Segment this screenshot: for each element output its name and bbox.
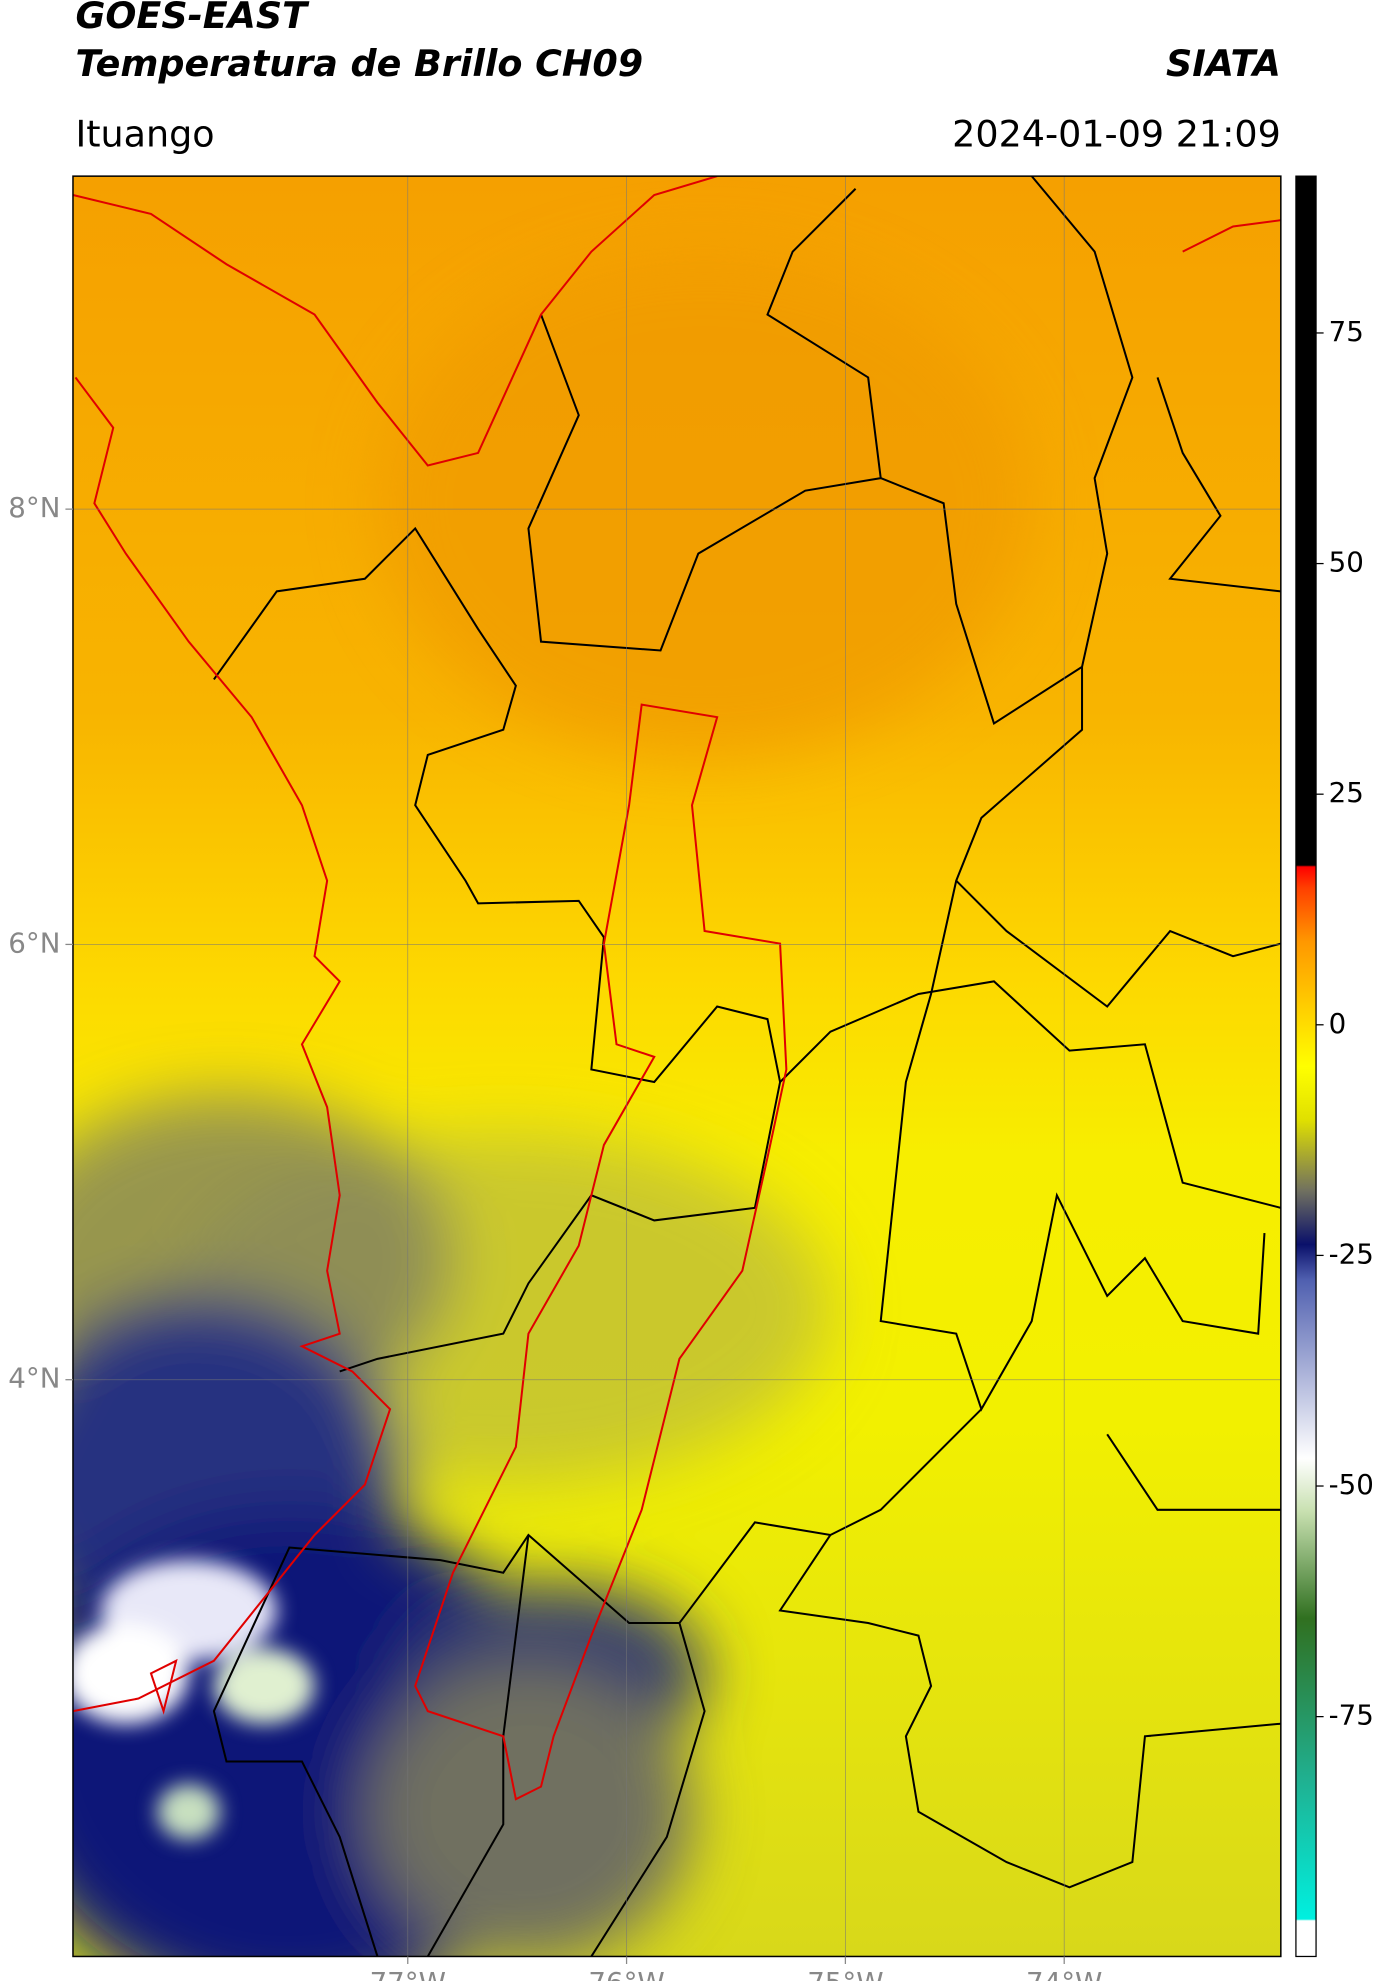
lon-label: 74°W bbox=[1026, 1966, 1102, 1981]
colorbar bbox=[1295, 175, 1317, 1958]
subtitle: Temperatura de Brillo CH09 bbox=[75, 42, 643, 85]
colorbar-label: -25 bbox=[1329, 1237, 1374, 1270]
lat-label: 8°N bbox=[8, 491, 60, 524]
location: Ituango bbox=[75, 112, 214, 155]
lat-label: 4°N bbox=[8, 1362, 60, 1395]
colorbar-label: 50 bbox=[1329, 546, 1364, 579]
colorbar-label: 25 bbox=[1329, 776, 1364, 809]
colorbar-label: -75 bbox=[1329, 1699, 1374, 1732]
source: SIATA bbox=[1166, 42, 1281, 85]
lon-label: 75°W bbox=[807, 1966, 883, 1981]
lat-label: 6°N bbox=[8, 926, 60, 959]
colorbar-label: 0 bbox=[1329, 1007, 1347, 1040]
map-frame bbox=[72, 175, 1282, 1958]
map-area bbox=[72, 176, 1281, 1957]
datetime: 2024-01-09 21:09 bbox=[952, 112, 1281, 155]
colorbar-label: -50 bbox=[1329, 1468, 1374, 1501]
lon-label: 77°W bbox=[370, 1966, 446, 1981]
title: GOES-EAST bbox=[75, 0, 310, 37]
lon-label: 76°W bbox=[588, 1966, 664, 1981]
colorbar-label: 75 bbox=[1329, 315, 1364, 348]
